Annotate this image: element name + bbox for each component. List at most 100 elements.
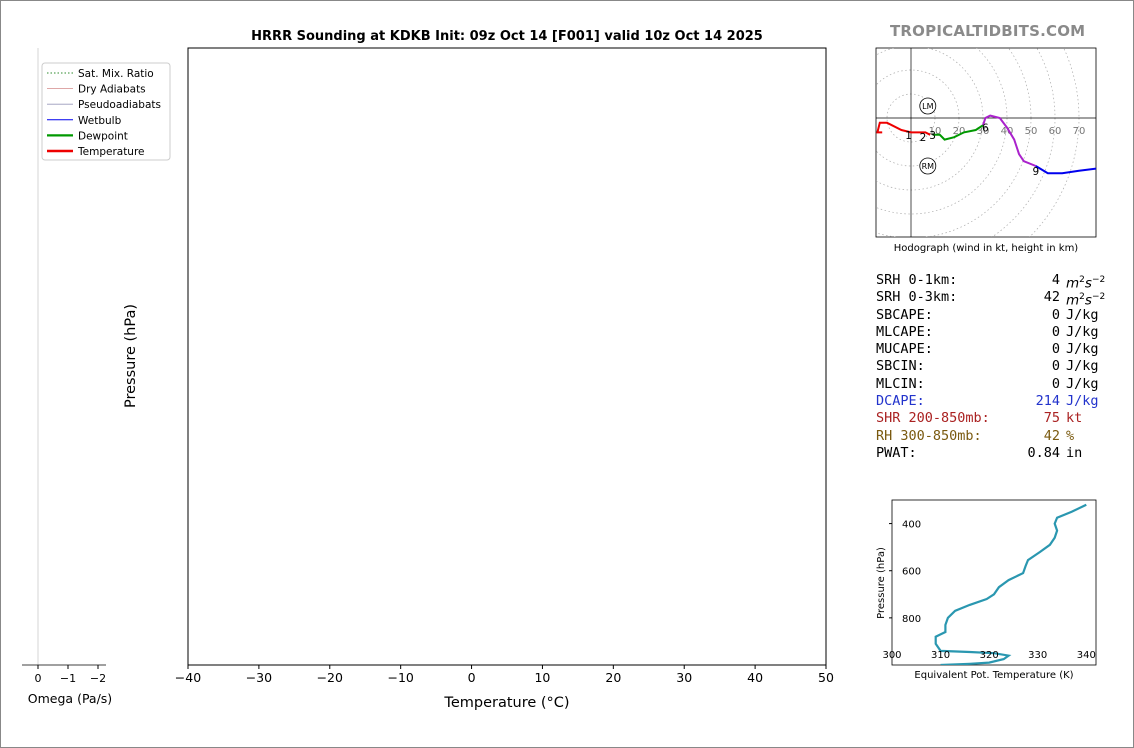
theta-e-panel: 300 310 320 330 340 400 600 800 Equivalent Pot. … <box>876 499 1097 681</box>
index-label: SBCIN: <box>876 358 925 375</box>
index-label: SHR 200-850mb: <box>876 410 990 427</box>
index-value: 0.84 <box>1027 444 1060 461</box>
index-row: MLCAPE: 0 J/kg <box>876 324 1106 341</box>
skewt-xlabel: Temperature (°C) <box>443 695 569 711</box>
skewt-legend: Sat. Mix. Ratio Dry Adiabats Pseudoadiabat… <box>41 62 171 161</box>
theta-e-x-tick-label: 310 <box>931 650 950 661</box>
index-label: SBCAPE: <box>876 306 933 323</box>
index-value: 214 <box>1035 393 1060 410</box>
index-row: SRH 0-1km: 4 m2s−2 <box>876 272 1106 292</box>
omega-xlabel: Omega (Pa/s) <box>28 691 112 706</box>
index-row: MLCIN: 0 J/kg <box>876 376 1106 393</box>
theta-e-ylabel: Pressure (hPa) <box>876 547 887 619</box>
x-tick-label: 10 <box>534 670 550 685</box>
index-unit: J/kg <box>1066 393 1099 410</box>
hodograph-ring-label: 10 <box>929 126 942 137</box>
theta-e-y-tick-label: 600 <box>902 567 921 578</box>
skewt-title: HRRR Sounding at KDKB Init: 09z Oct 14 [… <box>251 29 763 44</box>
index-label: SRH 0-1km: <box>876 272 958 288</box>
index-row: RH 300-850mb: 42% <box>876 428 1106 445</box>
x-tick-label: −40 <box>175 670 201 685</box>
hodograph-height-label: 2 <box>920 132 927 144</box>
index-value: 0 <box>1051 323 1060 340</box>
index-value: 0 <box>1051 341 1060 358</box>
storm-motion-label: RM <box>922 162 935 171</box>
index-unit: J/kg <box>1066 306 1099 323</box>
x-tick-label: 50 <box>818 670 834 685</box>
index-row: SBCIN: 0 J/kg <box>876 358 1106 375</box>
legend-entry: Dewpoint <box>78 130 128 142</box>
legend-entry: Sat. Mix. Ratio <box>78 68 154 80</box>
index-value: 42 <box>1043 427 1060 444</box>
index-value: 4 <box>1051 272 1060 288</box>
theta-e-x-tick-label: 330 <box>1028 650 1047 661</box>
index-value: 0 <box>1051 375 1060 392</box>
hodograph-inner: 10 20 30 40 50 60 70 1 2 3 6 9 LM RM <box>876 48 1096 237</box>
legend-entry: Dry Adiabats <box>78 84 146 96</box>
x-tick-label: 40 <box>747 670 763 685</box>
index-unit: m2s−2 <box>1066 275 1106 292</box>
theta-e-y-tick-label: 800 <box>902 614 921 625</box>
index-unit: J/kg <box>1066 358 1099 375</box>
skewt-frame <box>187 47 827 666</box>
hodograph-height-label: 9 <box>1032 166 1039 178</box>
hodograph-ring-label: 70 <box>1073 126 1086 137</box>
hodograph-ring-label: 60 <box>1049 126 1062 137</box>
hodograph-trace <box>1035 165 1096 175</box>
hodograph-height-label: 1 <box>905 130 912 142</box>
index-label: MUCAPE: <box>876 341 933 358</box>
watermark: TROPICALTIDBITS.COM <box>890 22 1086 40</box>
index-unit: J/kg <box>1066 323 1099 340</box>
skewt-axes: 555F−40−30−20−10010203040501002003004005… <box>123 29 834 711</box>
legend-entry: Wetbulb <box>78 115 122 127</box>
hodograph-height-label: 3 <box>929 130 936 142</box>
theta-e-frame <box>891 499 1097 666</box>
x-tick-label: 0 <box>468 670 476 685</box>
hodograph-height-label: 6 <box>982 123 989 135</box>
index-label: PWAT: <box>876 444 917 461</box>
storm-motion-marker <box>919 97 937 115</box>
x-tick-label: 30 <box>676 670 692 685</box>
theta-e-xlabel: Equivalent Pot. Temperature (K) <box>914 670 1073 681</box>
legend-entry: Temperature <box>77 146 145 158</box>
theta-e-inner <box>934 503 1087 665</box>
hodograph-trace <box>982 114 1037 167</box>
storm-motion-label: LM <box>922 102 933 111</box>
index-value: 75 <box>1043 410 1060 427</box>
index-label: RH 300-850mb: <box>876 427 982 444</box>
theta-e-x-tick-label: 320 <box>980 650 999 661</box>
omega-tick-label: −2 <box>90 672 106 685</box>
hodograph-panel: 10 20 30 40 50 60 70 1 2 3 6 9 LM RM Hodograph (wind i… <box>875 47 1097 254</box>
x-tick-label: −20 <box>317 670 343 685</box>
x-tick-label: 20 <box>605 670 621 685</box>
index-unit: in <box>1066 444 1083 461</box>
theta-e-line <box>934 503 1087 665</box>
index-row: MUCAPE: 0 J/kg <box>876 341 1106 358</box>
x-tick-label: −30 <box>246 670 272 685</box>
theta-e-x-tick-label: 300 <box>882 650 901 661</box>
index-label: SRH 0-3km: <box>876 289 958 306</box>
index-value: 0 <box>1051 306 1060 323</box>
omega-tick-label: −1 <box>60 672 76 685</box>
index-value: 42 <box>1043 289 1060 306</box>
theta-e-y-tick-label: 400 <box>902 520 921 531</box>
index-unit: J/kg <box>1066 341 1099 358</box>
hodograph-ring-label: 50 <box>1025 126 1038 137</box>
index-unit: kt <box>1066 410 1083 427</box>
index-label: MLCAPE: <box>876 323 933 340</box>
index-row: DCAPE: 214 J/kg <box>876 393 1106 410</box>
index-row: SHR 200-850mb: 75 kt <box>876 410 1106 427</box>
hodograph-ring-label: 40 <box>1001 126 1014 137</box>
hodograph-caption: Hodograph (wind in kt, height in km) <box>894 243 1079 254</box>
legend-box <box>41 62 171 161</box>
hodograph-ring-label: 20 <box>953 126 966 137</box>
indices-table: SRH 0-1km: 4 m2s−2 SRH 0-3km: 42 m2s−2 SBCAPE:… <box>876 272 1106 462</box>
index-unit: J/kg <box>1066 375 1099 392</box>
hodograph-ring-label: 30 <box>977 126 990 137</box>
theta-e-x-tick-label: 340 <box>1077 650 1096 661</box>
index-label: MLCIN: <box>876 375 925 392</box>
index-label: DCAPE: <box>876 393 925 410</box>
hodograph-frame <box>875 47 1097 238</box>
